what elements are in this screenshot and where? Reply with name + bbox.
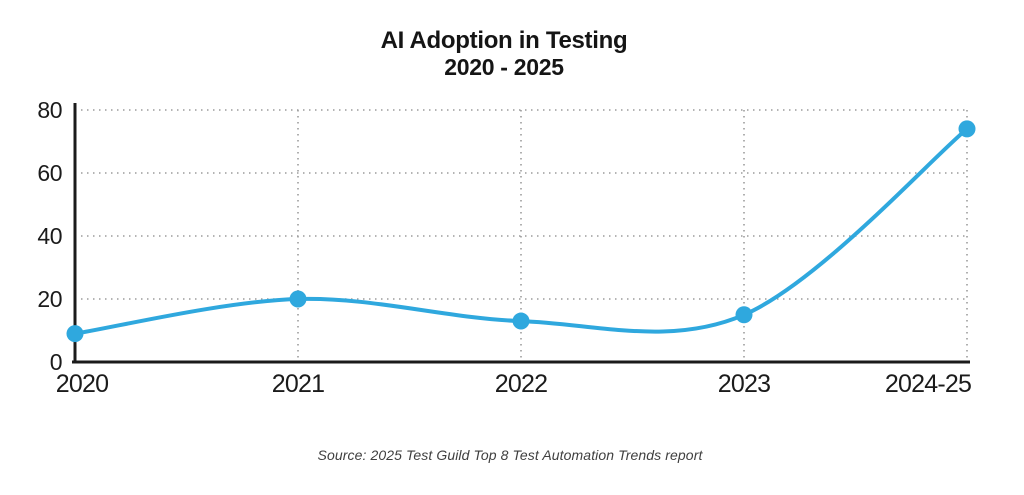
- y-tick-label: 0: [50, 349, 62, 375]
- chart-title-block: AI Adoption in Testing 2020 - 2025: [0, 27, 1008, 81]
- y-tick-label: 60: [37, 160, 62, 186]
- y-tick-label: 40: [37, 223, 62, 249]
- x-tick-label: 2022: [495, 370, 547, 398]
- x-tick-label: 2020: [56, 370, 108, 398]
- x-tick-label: 2023: [718, 370, 770, 398]
- chart-subtitle: 2020 - 2025: [444, 54, 564, 80]
- x-tick-label: 2024-25: [885, 370, 971, 398]
- data-point-2021: [289, 290, 307, 308]
- y-tick-label: 80: [37, 97, 62, 123]
- data-point-2024-25: [958, 120, 976, 138]
- x-tick-label: 2021: [272, 370, 324, 398]
- y-tick-label: 20: [37, 286, 62, 312]
- data-point-2020: [66, 325, 84, 343]
- data-point-2023: [735, 306, 753, 324]
- data-point-2022: [512, 312, 530, 330]
- chart-title: AI Adoption in Testing: [380, 27, 628, 54]
- source-caption: Source: 2025 Test Guild Top 8 Test Autom…: [317, 447, 703, 463]
